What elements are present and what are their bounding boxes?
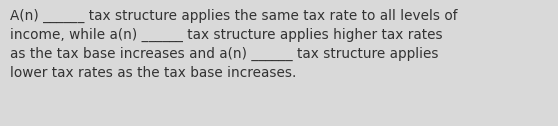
Text: A(n) ______ tax structure applies the same tax rate to all levels of
income, whi: A(n) ______ tax structure applies the sa… <box>10 9 458 80</box>
